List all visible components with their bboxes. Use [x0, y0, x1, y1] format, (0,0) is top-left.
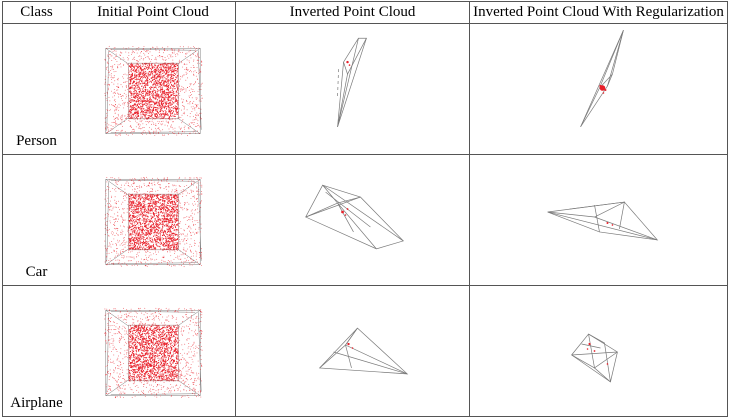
inverted-reg-cloud-person	[470, 24, 727, 154]
header-inverted: Inverted Point Cloud	[236, 2, 470, 24]
initial-cloud-image	[71, 155, 236, 286]
inverted-cloud-car	[236, 155, 469, 285]
inverted-reg-cloud-airplane	[470, 286, 727, 416]
inverted-reg-cloud-image	[470, 286, 728, 417]
table-row: Person	[3, 24, 728, 155]
initial-cloud-person	[71, 24, 235, 154]
inverted-cloud-image	[236, 24, 470, 155]
table-row: Car	[3, 155, 728, 286]
inverted-reg-cloud-car	[470, 155, 727, 285]
header-class: Class	[3, 2, 71, 24]
class-label: Car	[3, 155, 71, 286]
class-label: Airplane	[3, 286, 71, 417]
inverted-cloud-airplane	[236, 286, 469, 416]
inverted-reg-cloud-image	[470, 24, 728, 155]
header-initial: Initial Point Cloud	[71, 2, 236, 24]
initial-cloud-image	[71, 24, 236, 155]
initial-cloud-car	[71, 155, 235, 285]
inverted-reg-cloud-image	[470, 155, 728, 286]
inverted-cloud-image	[236, 155, 470, 286]
header-row: Class Initial Point Cloud Inverted Point…	[3, 2, 728, 24]
inverted-cloud-image	[236, 286, 470, 417]
table-row: Airplane	[3, 286, 728, 417]
class-label: Person	[3, 24, 71, 155]
inverted-cloud-person	[236, 24, 469, 154]
header-inverted-reg: Inverted Point Cloud With Regularization	[470, 2, 728, 24]
initial-cloud-airplane	[71, 286, 235, 416]
initial-cloud-image	[71, 286, 236, 417]
